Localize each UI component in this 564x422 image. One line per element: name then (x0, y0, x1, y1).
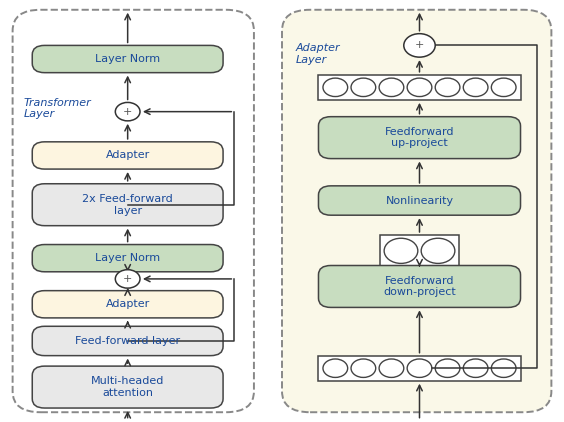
Circle shape (435, 359, 460, 377)
FancyBboxPatch shape (32, 366, 223, 408)
Text: Layer Norm: Layer Norm (95, 54, 160, 64)
Text: Feedforward
down-project: Feedforward down-project (383, 276, 456, 297)
Circle shape (491, 78, 516, 97)
FancyBboxPatch shape (32, 142, 223, 169)
Bar (319, 356, 521, 381)
Text: Multi-headed
attention: Multi-headed attention (91, 376, 164, 398)
Text: Nonlinearity: Nonlinearity (385, 195, 453, 206)
Circle shape (323, 78, 347, 97)
FancyBboxPatch shape (32, 244, 223, 272)
Circle shape (404, 34, 435, 57)
Circle shape (463, 78, 488, 97)
FancyBboxPatch shape (319, 265, 521, 307)
Bar (380, 235, 459, 267)
Text: +: + (123, 274, 133, 284)
Text: +: + (123, 107, 133, 116)
Text: Layer Norm: Layer Norm (95, 253, 160, 263)
FancyBboxPatch shape (319, 186, 521, 215)
Circle shape (435, 78, 460, 97)
Circle shape (384, 238, 418, 263)
Text: Adapter: Adapter (105, 151, 150, 160)
Text: +: + (415, 41, 424, 50)
FancyBboxPatch shape (32, 184, 223, 226)
Circle shape (351, 359, 376, 377)
FancyBboxPatch shape (32, 291, 223, 318)
Text: Adapter: Adapter (105, 299, 150, 309)
FancyBboxPatch shape (12, 10, 254, 412)
Circle shape (323, 359, 347, 377)
Circle shape (351, 78, 376, 97)
Circle shape (407, 78, 432, 97)
Circle shape (491, 359, 516, 377)
Circle shape (379, 359, 404, 377)
Text: Transformer
Layer: Transformer Layer (24, 98, 91, 119)
FancyBboxPatch shape (32, 326, 223, 356)
FancyBboxPatch shape (282, 10, 552, 412)
Circle shape (379, 78, 404, 97)
Bar (319, 75, 521, 100)
FancyBboxPatch shape (32, 46, 223, 73)
Text: Adapter
Layer: Adapter Layer (296, 43, 341, 65)
Circle shape (407, 359, 432, 377)
FancyBboxPatch shape (319, 116, 521, 159)
Text: 2x Feed-forward
layer: 2x Feed-forward layer (82, 194, 173, 216)
Circle shape (115, 103, 140, 121)
Circle shape (115, 270, 140, 288)
Text: Feed-forward layer: Feed-forward layer (75, 336, 180, 346)
Circle shape (463, 359, 488, 377)
Text: Feedforward
up-project: Feedforward up-project (385, 127, 454, 149)
Circle shape (421, 238, 455, 263)
